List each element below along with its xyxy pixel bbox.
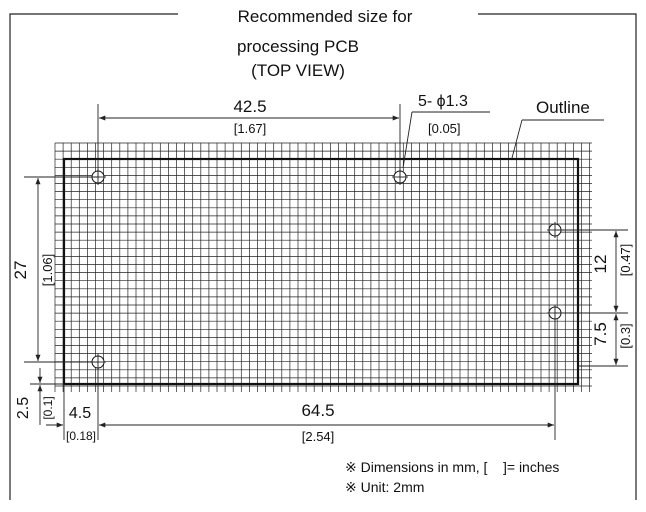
title-line-1: Recommended size for (238, 7, 413, 26)
dim-left-height: 27 [1.06] (11, 176, 98, 363)
hole-callout: 5- ϕ1.3 [0.05] (402, 93, 490, 169)
dim-top-spacing: 42.5 [1.67] (97, 97, 401, 178)
dim-bottom-offset: 2.5 [0.1] (15, 368, 64, 425)
pcb-outline (62, 157, 580, 386)
title-line-2: processing PCB (237, 37, 359, 56)
note-dimensions: ※ Dimensions in mm, [ ]= inches (345, 459, 559, 475)
dim-bottom: 4.5 [0.18] 64.5 [2.54] (46, 320, 556, 444)
outline-callout: Outline (511, 98, 604, 159)
outline-label: Outline (536, 98, 590, 117)
dim-bottom-offset-mm: 2.5 (15, 397, 32, 419)
dim-top-spacing-in: [1.67] (234, 121, 267, 136)
dim-right: 12 [0.47] 7.5 [0.3] (555, 229, 633, 367)
dim-right-lower-mm: 7.5 (591, 322, 610, 346)
dim-left-height-in: [1.06] (40, 254, 55, 287)
dim-left-offset-in: [0.18] (66, 429, 96, 443)
outer-frame (9, 13, 637, 500)
note-unit: ※ Unit: 2mm (345, 479, 424, 495)
dim-bottom-span-in: [2.54] (302, 429, 335, 444)
hole-callout-inch: [0.05] (428, 121, 461, 136)
dim-bottom-offset-in: [0.1] (41, 396, 55, 419)
dim-right-upper-mm: 12 (591, 255, 610, 274)
dim-left-offset-mm: 4.5 (69, 405, 91, 422)
grid (54, 142, 592, 392)
dim-right-lower-in: [0.3] (618, 323, 633, 348)
hole-callout-text: 5- ϕ1.3 (418, 93, 468, 110)
dim-left-height-mm: 27 (11, 261, 30, 280)
dim-right-upper-in: [0.47] (618, 244, 633, 277)
dim-bottom-span-mm: 64.5 (301, 401, 334, 420)
title-line-3: (TOP VIEW) (251, 61, 345, 80)
dim-top-spacing-mm: 42.5 (233, 97, 266, 116)
